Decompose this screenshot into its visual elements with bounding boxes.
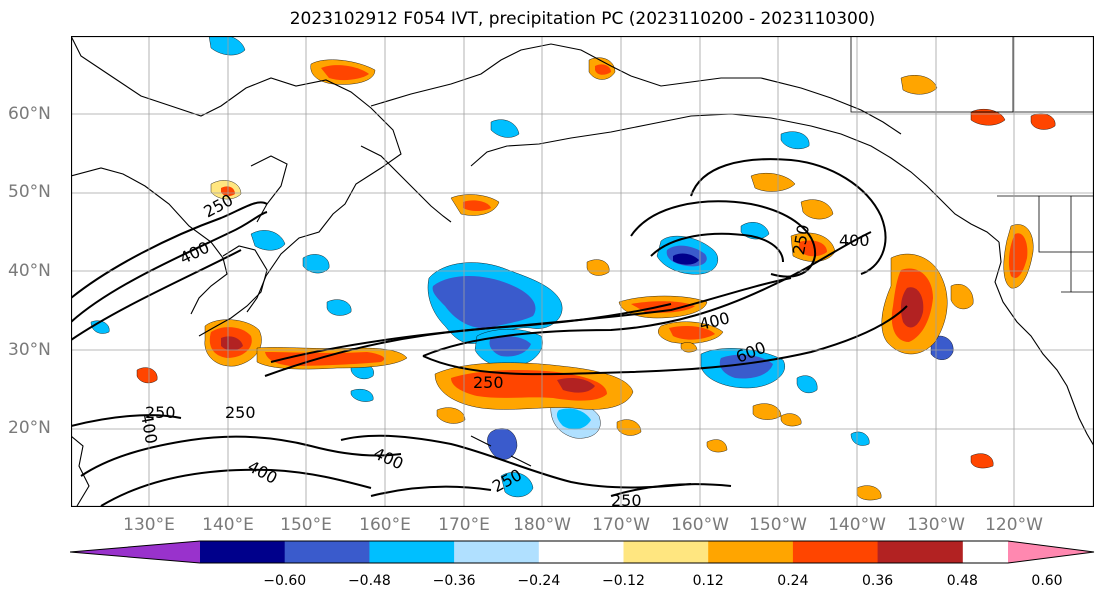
lon-label-140e: 140°E: [202, 515, 254, 535]
lon-label-140w: 140°W: [828, 515, 886, 535]
ivt-contour-layer: [71, 158, 908, 507]
colorbar-segment: [538, 541, 624, 563]
colorbar-outline: [70, 540, 1095, 564]
colorbar-segment: [369, 541, 455, 563]
colorbar-segment: [284, 541, 370, 563]
map-canvas: 250 400 400 250 400 600 250 400 250 250 …: [71, 36, 1094, 507]
lon-label-150w: 150°W: [749, 515, 807, 535]
colorbar-tick-label: 0.60: [1031, 573, 1063, 589]
colorbar-tick-label: −0.12: [602, 573, 645, 589]
colorbar-tick-label: 0.36: [862, 573, 894, 589]
lon-label-170w: 170°W: [592, 515, 650, 535]
lon-label-130w: 130°W: [907, 515, 965, 535]
colorbar-tick-label: −0.60: [263, 573, 307, 589]
border-layer: [850, 36, 1094, 293]
colorbar-segment: [708, 541, 794, 563]
contour-label: 250: [611, 491, 642, 507]
colorbar-tick-label: −0.48: [347, 573, 391, 589]
map-frame: [71, 36, 1094, 507]
colorbar-tick-label: 0.24: [777, 573, 809, 589]
precip-shading-layer: [90, 36, 1056, 501]
contour-label: 250: [225, 403, 256, 422]
colorbar-tick-label: −0.24: [517, 573, 561, 589]
colorbar-tick-label: 0.48: [946, 573, 978, 589]
lat-label-50n: 50°N: [8, 182, 51, 202]
colorbar-segment: [200, 541, 286, 563]
contour-label: 250: [145, 403, 176, 422]
coastline-layer: [71, 36, 1094, 507]
colorbar-segment: [623, 541, 709, 563]
colorbar-segment: [454, 541, 540, 563]
lon-label-160w: 160°W: [671, 515, 729, 535]
colorbar-segment: [792, 541, 879, 563]
colorbar-segment: [877, 541, 963, 563]
lon-label-160e: 160°E: [359, 515, 411, 535]
contour-label: 250: [473, 373, 504, 392]
lat-label-20n: 20°N: [8, 418, 51, 438]
graticule-layer: [71, 36, 1094, 507]
lon-label-120w: 120°W: [985, 515, 1043, 535]
lon-label-180w: 180°W: [513, 515, 571, 535]
map-title: 2023102912 F054 IVT, precipitation PC (2…: [289, 9, 876, 29]
colorbar-tick-label: 0.12: [692, 573, 724, 589]
lat-label-60n: 60°N: [8, 104, 51, 124]
colorbar-tick-label: −0.36: [432, 573, 476, 589]
lon-label-170e: 170°E: [438, 515, 490, 535]
lon-label-150e: 150°E: [280, 515, 332, 535]
colorbar-segment: [1008, 541, 1094, 563]
lat-label-40n: 40°N: [8, 261, 51, 281]
lat-label-30n: 30°N: [8, 340, 51, 360]
contour-label: 400: [839, 231, 870, 250]
colorbar: [70, 540, 1095, 564]
colorbar-segment: [70, 541, 200, 563]
lon-label-130e: 130°E: [123, 515, 175, 535]
map-panel[interactable]: 250 400 400 250 400 600 250 400 250 250 …: [71, 36, 1094, 507]
